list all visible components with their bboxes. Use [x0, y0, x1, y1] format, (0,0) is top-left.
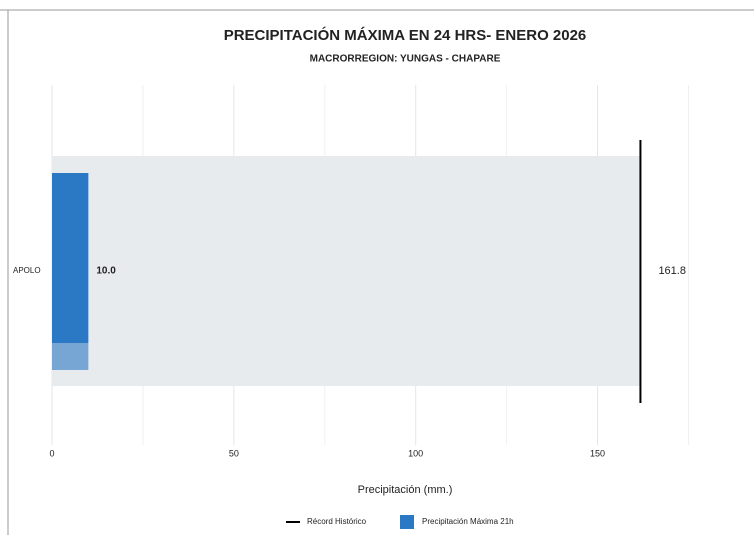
bar-shade	[52, 343, 89, 370]
x-tick-label: 0	[49, 448, 54, 458]
chart-subtitle: MACRORREGION: YUNGAS - CHAPARE	[310, 54, 501, 65]
x-tick-label: 50	[229, 448, 239, 458]
legend-label: Precipitación Máxima 21h	[422, 517, 514, 526]
x-tick-label: 100	[408, 448, 423, 458]
y-tick-label: APOLO	[13, 266, 41, 275]
bar	[52, 173, 89, 343]
value-label: 10.0	[96, 266, 116, 277]
x-tick-label: 150	[590, 448, 605, 458]
legend-swatch	[400, 515, 414, 529]
x-axis-title: Precipitación (mm.)	[358, 484, 453, 496]
legend-label: Récord Histórico	[307, 517, 367, 526]
record-band	[52, 156, 641, 386]
record-label: 161.8	[658, 265, 686, 277]
chart-title: PRECIPITACIÓN MÁXIMA EN 24 HRS- ENERO 20…	[224, 26, 587, 44]
